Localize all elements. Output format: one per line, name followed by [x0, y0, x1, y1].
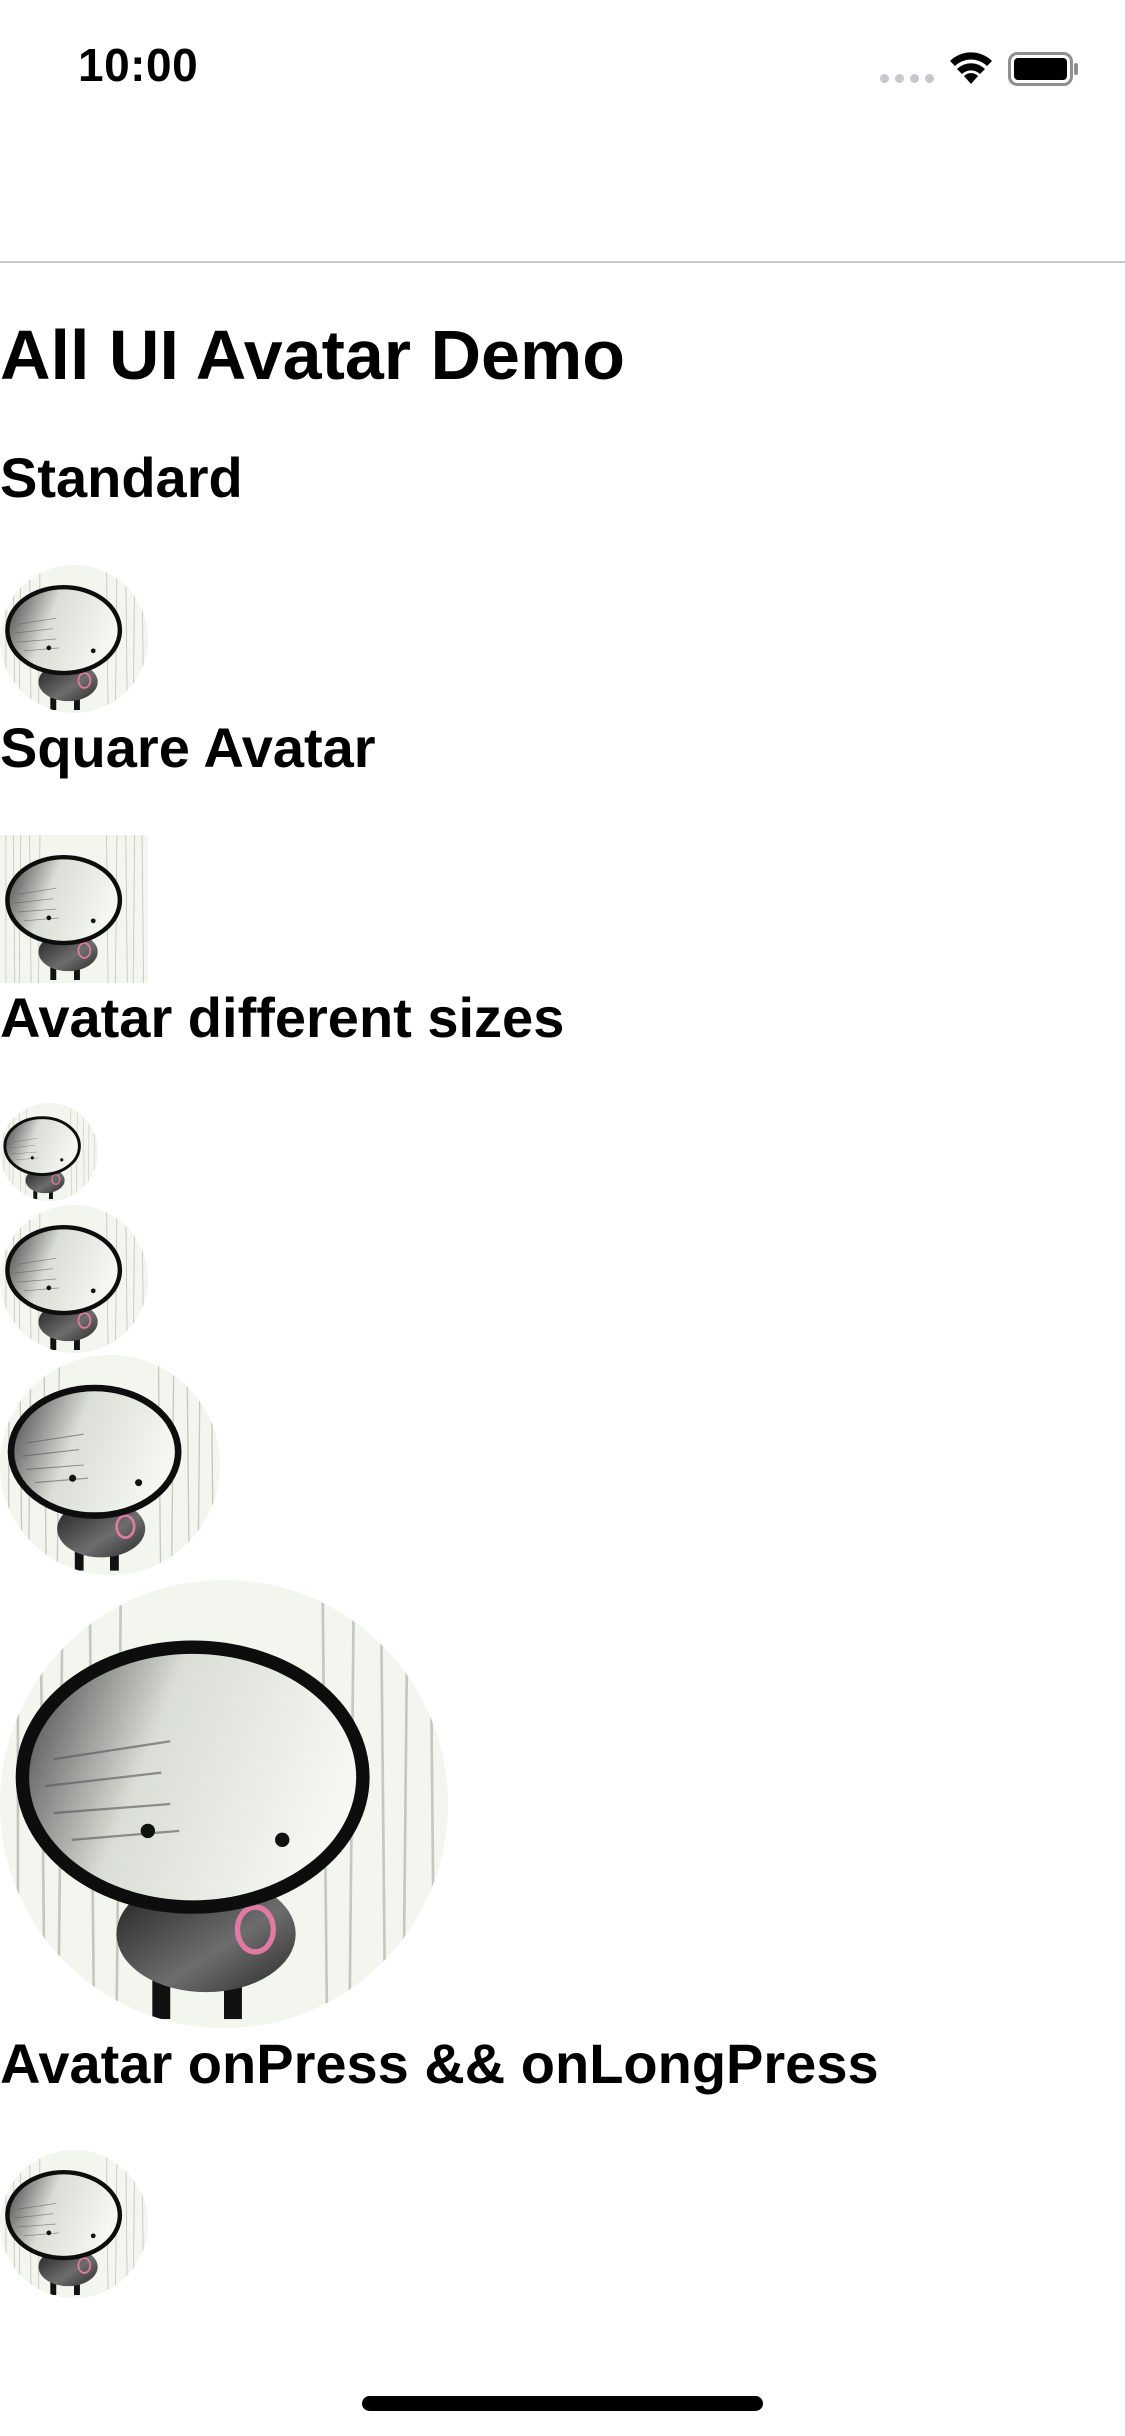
avatar-image — [0, 1205, 148, 1353]
avatar-medium[interactable] — [0, 1205, 148, 1353]
avatar-small[interactable] — [0, 1103, 98, 1201]
avatar-image — [0, 1355, 220, 1575]
section-heading-avatar-press: Avatar onPress && onLongPress — [0, 2032, 879, 2095]
avatar-square[interactable] — [0, 835, 148, 983]
home-indicator[interactable] — [362, 2396, 763, 2411]
avatar-image — [0, 565, 148, 713]
avatar-large[interactable] — [0, 1355, 220, 1575]
avatar-image — [0, 835, 148, 983]
avatar-image — [0, 2150, 148, 2298]
navigation-bar — [0, 132, 1125, 263]
avatar-xlarge[interactable] — [0, 1580, 448, 2028]
page-title: All UI Avatar Demo — [0, 316, 625, 394]
avatar-image — [0, 1580, 448, 2028]
battery-icon — [1008, 52, 1078, 86]
section-heading-square-avatar: Square Avatar — [0, 716, 376, 779]
section-heading-avatar-sizes: Avatar different sizes — [0, 986, 565, 1049]
status-bar: 10:00 — [0, 0, 1125, 132]
wifi-icon — [950, 52, 992, 84]
avatar-standard[interactable] — [0, 565, 148, 713]
cellular-signal-icon — [880, 74, 934, 83]
section-heading-standard: Standard — [0, 446, 243, 509]
avatar-pressable[interactable] — [0, 2150, 148, 2298]
avatar-image — [0, 1103, 98, 1201]
status-time: 10:00 — [78, 39, 199, 91]
